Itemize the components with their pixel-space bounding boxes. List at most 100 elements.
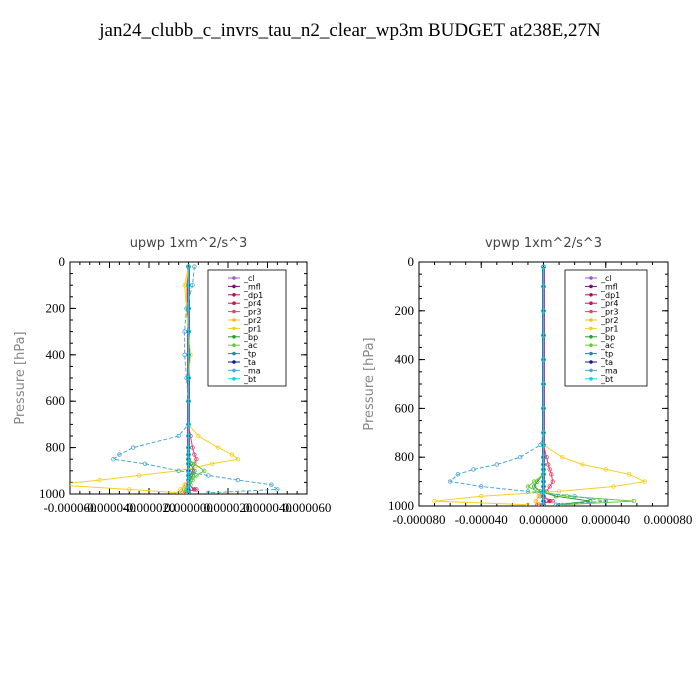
legend-label: _bp bbox=[243, 333, 258, 342]
data-point bbox=[525, 484, 531, 489]
legend-label: _tp bbox=[243, 350, 256, 359]
chart-panel-2: vpwp 1xm^2/s^3 Pressure [hPa] 0 200 400 600 80… bbox=[362, 236, 692, 527]
legend-label: _pr2 bbox=[600, 316, 618, 325]
legend-marker bbox=[589, 360, 593, 364]
legend-label: _cl bbox=[243, 274, 255, 283]
data-point bbox=[192, 461, 197, 466]
data-point bbox=[541, 381, 546, 387]
data-point bbox=[194, 457, 199, 462]
legend-marker bbox=[232, 335, 236, 339]
data-point bbox=[186, 468, 191, 473]
legend-marker bbox=[589, 368, 593, 373]
data-point bbox=[550, 479, 555, 484]
x-tick-label: -0.000040 bbox=[455, 512, 508, 527]
legend-marker bbox=[589, 318, 593, 322]
data-point bbox=[547, 467, 552, 472]
legend-marker bbox=[232, 301, 236, 306]
data-point bbox=[455, 472, 461, 477]
data-point bbox=[525, 502, 531, 506]
data-point bbox=[541, 357, 546, 362]
data-point bbox=[186, 422, 191, 427]
series-group bbox=[432, 264, 647, 506]
x-tick-label: 0.000040 bbox=[581, 512, 630, 527]
data-point bbox=[479, 484, 484, 489]
legend-marker bbox=[232, 351, 236, 356]
data-point bbox=[192, 468, 197, 473]
x-tick-label: -0.000080 bbox=[392, 512, 445, 527]
data-point bbox=[235, 477, 241, 483]
data-point bbox=[564, 494, 569, 499]
x-tick-label: -0.000020 bbox=[122, 500, 175, 515]
y-tick-label: 800 bbox=[395, 449, 415, 464]
data-point bbox=[127, 487, 132, 492]
data-point bbox=[186, 352, 191, 357]
data-point bbox=[536, 494, 541, 499]
legend-label: _ta bbox=[600, 358, 613, 367]
data-point bbox=[196, 433, 201, 439]
legend-marker bbox=[589, 335, 593, 339]
data-point bbox=[186, 482, 191, 487]
x-tick-label: -0.000040 bbox=[83, 500, 136, 515]
legend-label: _pr1 bbox=[243, 324, 261, 333]
chart-panel-1: upwp 1xm^2/s^3 Pressure [hPa] 0 200 400 600 80… bbox=[13, 236, 331, 515]
legend-marker bbox=[589, 351, 593, 356]
x-tick-label: 0.000080 bbox=[644, 512, 693, 527]
data-point bbox=[549, 472, 554, 477]
data-point bbox=[538, 442, 543, 448]
legend-label: _pr4 bbox=[243, 299, 261, 308]
legend-marker bbox=[232, 343, 236, 348]
legend-label: _bt bbox=[600, 375, 613, 384]
legend-label: _dp1 bbox=[243, 291, 263, 300]
x-tick-label: 0.000060 bbox=[283, 500, 332, 515]
y-tick-label: 1000 bbox=[388, 498, 414, 513]
data-point bbox=[541, 442, 546, 448]
data-point bbox=[541, 333, 546, 338]
legend-label: _ac bbox=[243, 341, 257, 350]
y-tick-label: 600 bbox=[395, 400, 415, 415]
legend-marker bbox=[589, 293, 593, 297]
data-point bbox=[541, 489, 546, 494]
y-tick-label: 0 bbox=[408, 254, 415, 269]
data-point bbox=[525, 489, 531, 494]
data-point bbox=[560, 455, 565, 460]
data-point bbox=[541, 455, 546, 460]
data-point bbox=[631, 498, 636, 504]
data-point bbox=[176, 433, 181, 439]
data-point bbox=[142, 461, 148, 466]
data-point bbox=[235, 457, 241, 462]
data-point bbox=[186, 264, 191, 269]
legend-marker bbox=[232, 377, 236, 381]
legend-label: _pr3 bbox=[600, 308, 618, 317]
data-point bbox=[186, 473, 191, 478]
data-point bbox=[603, 498, 608, 504]
series-group bbox=[70, 264, 280, 494]
y-tick-label: 400 bbox=[395, 352, 415, 367]
legend-marker bbox=[232, 293, 236, 297]
data-point bbox=[186, 329, 191, 334]
y-tick-label: 0 bbox=[59, 254, 66, 269]
data-point bbox=[553, 502, 559, 506]
data-point bbox=[494, 462, 499, 467]
x-tick-label: 0.000020 bbox=[204, 500, 253, 515]
data-point bbox=[209, 461, 215, 466]
legend-label: _bt bbox=[243, 375, 256, 384]
data-point bbox=[192, 264, 197, 269]
data-point bbox=[518, 455, 523, 460]
data-point bbox=[479, 494, 484, 499]
y-tick-label: 400 bbox=[46, 347, 66, 362]
legend-marker bbox=[589, 377, 593, 381]
legend: _cl_mfl_dp1_pr4_pr3_pr2_pr1_bp_ac_tp_ta_… bbox=[207, 269, 287, 387]
data-point bbox=[186, 399, 191, 404]
y-tick-label: 200 bbox=[46, 300, 66, 315]
data-point bbox=[541, 467, 546, 472]
legend: _cl_mfl_dp1_pr4_pr3_pr2_pr1_bp_ac_tp_ta_… bbox=[564, 269, 648, 387]
data-point bbox=[136, 473, 142, 478]
data-point bbox=[194, 487, 199, 492]
legend-label: _bp bbox=[600, 333, 615, 342]
y-axis-label: Pressure [hPa] bbox=[362, 337, 377, 430]
y-tick-label: 200 bbox=[395, 303, 415, 318]
data-point bbox=[176, 490, 181, 494]
data-point bbox=[269, 482, 274, 487]
data-point bbox=[603, 467, 608, 472]
